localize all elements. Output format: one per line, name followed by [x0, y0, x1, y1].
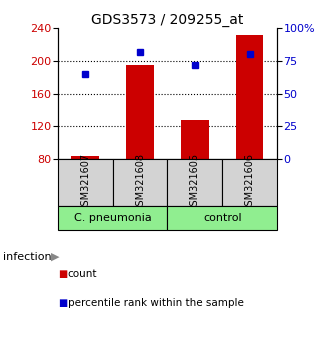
Text: GSM321605: GSM321605	[190, 153, 200, 212]
Text: percentile rank within the sample: percentile rank within the sample	[68, 298, 244, 308]
Text: GSM321606: GSM321606	[245, 153, 255, 212]
Bar	[72, 156, 99, 159]
Text: infection: infection	[3, 252, 52, 262]
Bar	[181, 120, 209, 159]
Bar	[58, 206, 168, 230]
Bar	[58, 159, 113, 206]
Bar	[168, 159, 222, 206]
Bar	[222, 159, 277, 206]
Text: GSM321607: GSM321607	[80, 153, 90, 212]
Bar	[113, 159, 168, 206]
Text: C. pneumonia: C. pneumonia	[74, 213, 151, 223]
Text: ■: ■	[58, 298, 67, 308]
Bar	[236, 35, 263, 159]
Text: ▶: ▶	[51, 252, 60, 262]
Title: GDS3573 / 209255_at: GDS3573 / 209255_at	[91, 13, 244, 27]
Text: GSM321608: GSM321608	[135, 153, 145, 212]
Text: count: count	[68, 269, 97, 279]
Text: control: control	[203, 213, 242, 223]
Bar	[126, 65, 154, 159]
Bar	[168, 206, 277, 230]
Text: ■: ■	[58, 269, 67, 279]
